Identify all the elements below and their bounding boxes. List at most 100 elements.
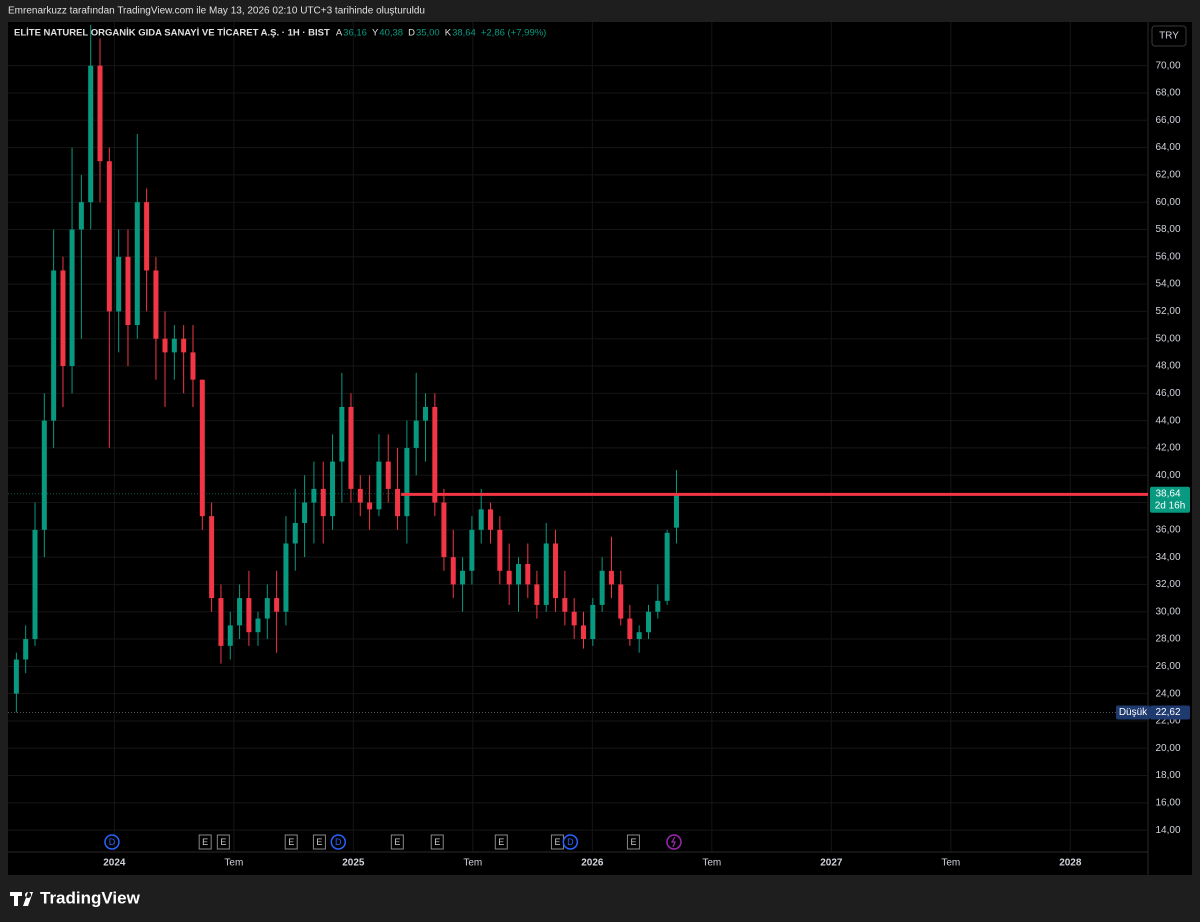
event-badge [330,834,347,850]
candle-body [460,570,466,585]
y-tick-label: 24,00 [1155,688,1180,699]
event-label: E [498,837,504,847]
candle-body [441,502,447,558]
candle-body [367,502,373,510]
candle-body [23,639,29,660]
candle-body [646,611,652,633]
candle-body [636,632,642,640]
candle-body [69,229,75,367]
candle-body [134,202,140,326]
candle-body [357,488,363,503]
candle-body [376,461,382,510]
price-tag-value: 38,64 [1155,488,1180,499]
candle-body [171,338,177,353]
event-label: E [630,837,636,847]
y-tick-label: 46,00 [1155,388,1180,399]
legend-key: A [336,28,343,39]
y-tick-label: 34,00 [1155,552,1180,563]
candle-body [246,598,252,633]
candle-body [320,488,326,517]
x-tick-label: 2026 [581,858,604,869]
candle-body [162,338,168,353]
event-badge [104,834,120,850]
split-icon [666,834,682,850]
event-label: E [288,837,294,847]
y-tick-label: 70,00 [1155,60,1180,71]
y-tick-label: 28,00 [1155,634,1180,645]
event-label: E [434,837,440,847]
candle-body [339,406,345,462]
x-tick-label: 2025 [342,858,365,869]
y-tick-label: 50,00 [1155,333,1180,344]
candle-body [190,352,196,380]
event-badge [626,834,640,850]
candle-body [292,523,298,544]
y-tick-label: 68,00 [1155,88,1180,99]
candle-body [32,529,38,640]
candle-body [255,618,261,633]
candle-body [116,256,122,312]
event-badge [430,834,444,850]
y-tick-label: 48,00 [1155,361,1180,372]
legend-value: 38,64 [452,28,476,39]
event-badge [562,834,579,850]
candle-body [78,202,84,230]
candle-body [562,598,568,612]
event-label: E [220,837,226,847]
legend-value: 36,16 [343,28,367,39]
candle-body [599,570,605,605]
currency[interactable]: TRY [1159,31,1179,42]
x-tick-label: Tem [224,858,243,869]
candle-body [218,598,224,646]
candle-body [673,493,679,528]
event-badge [390,834,404,850]
candle-body [209,516,215,599]
event-label: E [316,837,322,847]
currency-button[interactable] [1151,25,1187,47]
candle-body [385,461,391,489]
y-tick-label: 36,00 [1155,524,1180,535]
lightning [670,836,676,848]
candle-body [153,270,159,339]
candle-body [181,338,187,353]
event-label: D [335,837,342,847]
event-badge [494,834,508,850]
candle-body [227,625,233,646]
candle-body [348,406,354,489]
y-tick-label: 14,00 [1155,825,1180,836]
candle-body [469,529,475,571]
price-tag [1150,486,1190,513]
candle-body [330,461,336,517]
countdown: 2d 16h [1155,500,1186,511]
brand: TradingView [40,888,141,907]
event-label: D [567,837,574,847]
legend-key: Y [372,28,379,39]
y-tick-label: 32,00 [1155,579,1180,590]
y-tick-label: 44,00 [1155,415,1180,426]
y-tick-label: 52,00 [1155,306,1180,317]
y-tick-label: 54,00 [1155,279,1180,290]
candle-body [237,598,243,626]
x-tick-label: 2024 [103,858,126,869]
y-tick-label: 20,00 [1155,743,1180,754]
candle-body [664,532,670,601]
candle-body [125,256,131,326]
candle-body [432,406,438,503]
x-tick-label: Tem [941,858,960,869]
x-tick-label: Tem [702,858,721,869]
candle-body [199,379,205,517]
candle-body [543,543,549,605]
candle-body [618,584,624,619]
candle-body [478,509,484,530]
candle-body [88,65,94,203]
y-tick-label: 22,00 [1155,716,1180,727]
candle-body [302,502,308,524]
candle-body [51,270,57,421]
low-tag-label: Düşük [1119,707,1148,718]
caption: Emrenarkuzz tarafından TradingView.com i… [8,6,425,17]
event-badge [312,834,326,850]
candle-body [283,543,289,612]
overlay: 14,00 16,00 18,00 20,00 22,00 24,00 26,00 28,00… [14,28,1190,869]
candle-body [13,659,19,694]
